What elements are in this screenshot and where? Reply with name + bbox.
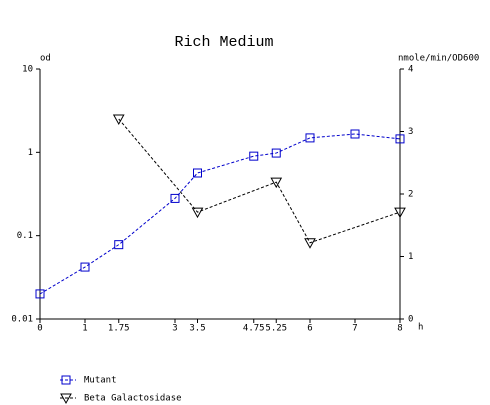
marker xyxy=(304,238,316,249)
x-tick-label: 5.25 xyxy=(265,324,287,334)
legend-label: Beta Galactosidase xyxy=(84,394,182,404)
marker xyxy=(249,151,259,161)
marker xyxy=(395,134,405,144)
series-line xyxy=(39,133,401,295)
legend-label: Mutant xyxy=(84,376,117,386)
marker xyxy=(350,129,360,139)
x-tick-label: 1 xyxy=(82,324,87,334)
marker xyxy=(271,148,281,158)
marker xyxy=(270,177,283,189)
legend-marker xyxy=(61,375,71,385)
marker xyxy=(35,289,45,299)
y2-tick-label: 3 xyxy=(408,127,413,137)
x-axis-label: h xyxy=(418,323,423,333)
marker xyxy=(112,114,125,126)
marker xyxy=(394,207,406,219)
x-tick-label: 8 xyxy=(397,324,402,334)
y2-tick-label: 1 xyxy=(408,252,413,262)
y-axis-label: od xyxy=(40,54,51,64)
y-tick-label: 1 xyxy=(28,148,33,158)
marker xyxy=(191,207,204,219)
y2-tick-label: 0 xyxy=(408,315,413,325)
y2-tick-label: 4 xyxy=(408,65,413,75)
marker xyxy=(170,193,180,203)
x-tick-label: 7 xyxy=(352,324,357,334)
x-tick-label: 3.5 xyxy=(189,324,205,334)
y2-tick-label: 2 xyxy=(408,190,413,200)
marker xyxy=(114,240,124,250)
legend-marker xyxy=(60,393,72,405)
y-tick-label: 0.1 xyxy=(17,231,33,241)
marker xyxy=(80,262,90,272)
chart-title: Rich Medium xyxy=(174,34,273,51)
marker xyxy=(193,168,202,178)
x-tick-label: 0 xyxy=(37,324,42,334)
y-tick-label: 0.01 xyxy=(11,315,33,325)
x-tick-label: 4.75 xyxy=(243,324,265,334)
x-tick-label: 1.75 xyxy=(108,324,130,334)
series-line xyxy=(118,118,401,244)
x-tick-label: 3 xyxy=(172,324,177,334)
marker xyxy=(305,133,315,143)
x-tick-label: 6 xyxy=(307,324,312,334)
y-tick-label: 10 xyxy=(22,65,33,75)
y2-axis-label: nmole/min/OD600 xyxy=(398,54,479,64)
